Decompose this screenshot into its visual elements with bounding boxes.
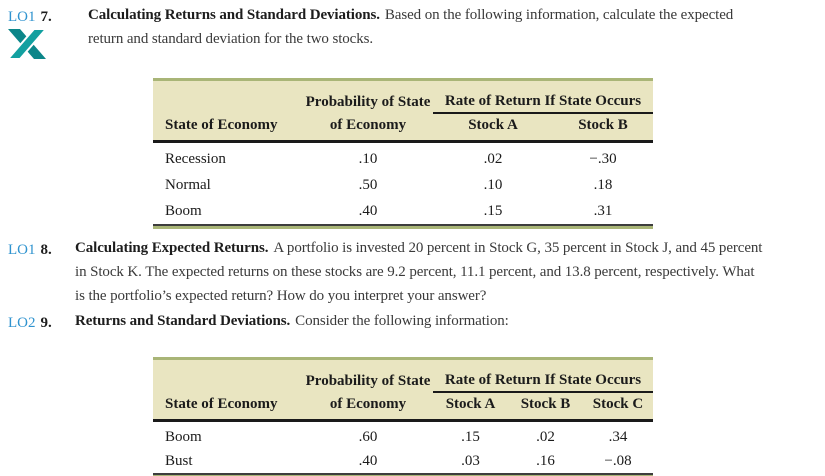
problem-number: 7. bbox=[40, 9, 52, 25]
table-cell-return-b: −.30 bbox=[553, 143, 654, 172]
probability-header-line1: Probability of State bbox=[303, 81, 433, 114]
table-cell-state: Boom bbox=[153, 198, 303, 226]
problem-7-text: Calculating Returns and Standard Deviati… bbox=[88, 3, 823, 51]
problem-7-label: LO1 7. bbox=[8, 9, 52, 26]
table-cell-return-b: .31 bbox=[553, 198, 654, 226]
problem-8-text: Calculating Expected Returns. A portfolio… bbox=[75, 236, 823, 308]
problem-body-text: Based on the following information, calc… bbox=[384, 7, 734, 23]
table-cell-state: Boom bbox=[153, 422, 303, 449]
table-cell-return-a: .10 bbox=[433, 172, 553, 198]
table-header-row-2: State of Economy of Economy Stock A Stoc… bbox=[153, 393, 654, 422]
problem-line: Returns and Standard Deviations. Consider… bbox=[75, 309, 823, 333]
table-row: Boom .40 .15 .31 bbox=[153, 198, 654, 226]
table-row: Boom .60 .15 .02 .34 bbox=[153, 422, 654, 449]
table-cell-probability: .40 bbox=[303, 198, 433, 226]
stock-a-header: Stock A bbox=[433, 393, 508, 422]
table-cell-probability: .60 bbox=[303, 422, 433, 449]
problem-title: Calculating Expected Returns. bbox=[75, 240, 269, 256]
problem-number: 9. bbox=[40, 315, 52, 331]
stock-b-header: Stock B bbox=[508, 393, 583, 422]
table-cell-state: Recession bbox=[153, 143, 303, 172]
state-of-economy-header: State of Economy bbox=[153, 393, 303, 422]
problem-line: Calculating Expected Returns. A portfolio… bbox=[75, 236, 823, 260]
table-header-row-1: Probability of State Rate of Return If S… bbox=[153, 81, 654, 114]
rate-of-return-spanner: Rate of Return If State Occurs bbox=[433, 81, 654, 114]
learning-objective-tag: LO1 bbox=[8, 9, 36, 25]
probability-header-line2: of Economy bbox=[303, 114, 433, 143]
table-cell-return-b: .02 bbox=[508, 422, 583, 449]
problem-line: Calculating Returns and Standard Deviati… bbox=[88, 3, 823, 27]
problem-9-label: LO2 9. bbox=[8, 315, 52, 332]
table-cell-return-c: −.08 bbox=[583, 449, 654, 475]
problem-8-label: LO1 8. bbox=[8, 242, 52, 259]
table-cell-return-b: .18 bbox=[553, 172, 654, 198]
table-header-row-2: State of Economy of Economy Stock A Stoc… bbox=[153, 114, 654, 143]
table-cell-return-a: .15 bbox=[433, 198, 553, 226]
problem-9-text: Returns and Standard Deviations. Consider… bbox=[75, 309, 823, 333]
table-cell-return-a: .02 bbox=[433, 143, 553, 172]
problem-body-text: Consider the following information: bbox=[295, 313, 509, 329]
table-header-row-1: Probability of State Rate of Return If S… bbox=[153, 360, 654, 393]
table-cell-state: Bust bbox=[153, 449, 303, 475]
excel-master-icon bbox=[5, 28, 49, 60]
table-cell-return-a: .15 bbox=[433, 422, 508, 449]
state-of-economy-header: State of Economy bbox=[153, 114, 303, 143]
problem-line: return and standard deviation for the tw… bbox=[88, 31, 374, 47]
probability-header-line2: of Economy bbox=[303, 393, 433, 422]
excel-master-x-glyph bbox=[5, 28, 49, 60]
problem-title: Calculating Returns and Standard Deviati… bbox=[88, 7, 380, 23]
learning-objective-tag: LO1 bbox=[8, 242, 36, 258]
problem-number: 8. bbox=[40, 242, 52, 258]
table-cell-state: Normal bbox=[153, 172, 303, 198]
table-header-empty bbox=[153, 81, 303, 114]
table-row: Bust .40 .03 .16 −.08 bbox=[153, 449, 654, 475]
rate-of-return-spanner: Rate of Return If State Occurs bbox=[433, 360, 654, 393]
problem-title: Returns and Standard Deviations. bbox=[75, 313, 291, 329]
table-row: Recession .10 .02 −.30 bbox=[153, 143, 654, 172]
table-cell-return-c: .34 bbox=[583, 422, 654, 449]
table-cell-return-a: .03 bbox=[433, 449, 508, 475]
learning-objective-tag: LO2 bbox=[8, 315, 36, 331]
problem-line: in Stock K. The expected returns on thes… bbox=[75, 264, 755, 280]
probability-header-line1: Probability of State bbox=[303, 360, 433, 393]
problem-7-table: Probability of State Rate of Return If S… bbox=[153, 78, 654, 229]
table-cell-probability: .50 bbox=[303, 172, 433, 198]
stock-a-header: Stock A bbox=[433, 114, 553, 143]
table-cell-probability: .10 bbox=[303, 143, 433, 172]
table-cell-probability: .40 bbox=[303, 449, 433, 475]
table-header-empty bbox=[153, 360, 303, 393]
stock-b-header: Stock B bbox=[553, 114, 654, 143]
stock-c-header: Stock C bbox=[583, 393, 654, 422]
problem-9-table: Probability of State Rate of Return If S… bbox=[153, 357, 654, 476]
problem-body-text: A portfolio is invested 20 percent in St… bbox=[273, 240, 763, 256]
table-cell-return-b: .16 bbox=[508, 449, 583, 475]
problem-line: is the portfolio’s expected return? How … bbox=[75, 288, 487, 304]
table-row: Normal .50 .10 .18 bbox=[153, 172, 654, 198]
